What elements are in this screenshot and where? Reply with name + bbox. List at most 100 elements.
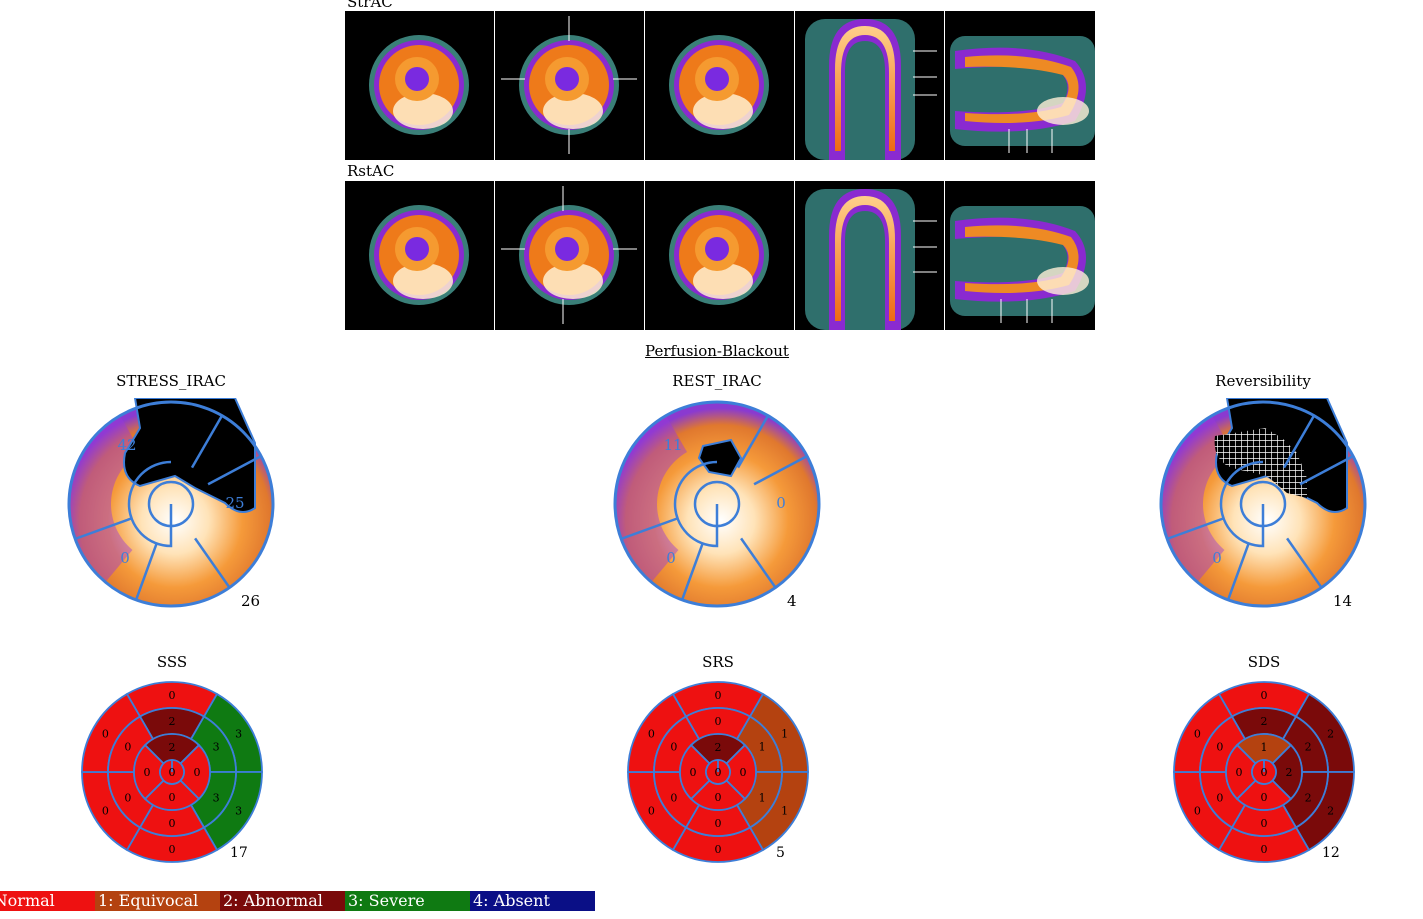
segment-score: 0 [648, 728, 655, 741]
stress-short-axis-basal[interactable] [645, 11, 795, 160]
segment-score: 0 [169, 817, 176, 830]
segment-score: 0 [670, 792, 677, 805]
legend-item: 1: Equivocal [95, 891, 220, 911]
segment-score: 2 [1261, 715, 1268, 728]
segment-17 [705, 759, 731, 785]
rest-short-axis-apical[interactable] [345, 181, 495, 330]
polar-map-total: 4 [787, 592, 797, 610]
segment-score: 3 [235, 805, 242, 818]
territory-value: 25 [225, 494, 244, 512]
legend-item: 4: Absent [470, 891, 595, 911]
rest-horizontal-long-axis[interactable] [945, 181, 1095, 330]
segment-score: 1 [759, 741, 766, 754]
rest-strip-label: RstAC [347, 162, 395, 180]
polar-map-reversibility[interactable]: 0 [1157, 398, 1369, 610]
segment-score: 0 [1261, 766, 1268, 779]
polar-map-title: REST_IRAC [672, 372, 762, 390]
segment-score: 3 [213, 792, 220, 805]
rest-short-axis-basal[interactable] [645, 181, 795, 330]
segment-score: 0 [1216, 741, 1223, 754]
bullseye-title: SSS [156, 653, 188, 671]
segment-score: 0 [124, 741, 131, 754]
blackout-region [123, 398, 256, 513]
rest-vertical-long-axis[interactable] [795, 181, 945, 330]
segment-score: 2 [1327, 728, 1334, 741]
segment-score: 3 [213, 741, 220, 754]
segment-score: 0 [1194, 805, 1201, 818]
segment-score: 0 [194, 766, 201, 779]
legend-item: 3: Severe [345, 891, 470, 911]
bullseye-total: 12 [1322, 845, 1340, 861]
polar-map-rest-irac[interactable]: 11 0 0 [611, 398, 823, 610]
polar-map-total: 26 [241, 592, 261, 610]
segment-score: 0 [1194, 728, 1201, 741]
segment-score: 0 [124, 792, 131, 805]
segment-score: 0 [102, 728, 109, 741]
stress-short-axis-mid[interactable] [495, 11, 645, 160]
bullseye-title: SDS [1247, 653, 1281, 671]
segment-score: 0 [715, 791, 722, 804]
polar-map-outline [613, 400, 821, 608]
stress-strip-label: StrAC [347, 0, 393, 11]
segment-score: 2 [169, 741, 176, 754]
territory-value: 11 [663, 436, 682, 454]
segment-score: 2 [169, 715, 176, 728]
polar-map-title: STRESS_IRAC [116, 372, 226, 390]
segment-score: 2 [715, 741, 722, 754]
territory-value: 0 [776, 494, 786, 512]
segment-score: 1 [759, 792, 766, 805]
rest-short-axis-mid[interactable] [495, 181, 645, 330]
stress-slice-strip [345, 11, 1095, 160]
territory-value: 42 [117, 436, 136, 454]
segment-score: 0 [1261, 817, 1268, 830]
polar-map-outline [1159, 400, 1367, 608]
segment-score: 0 [1261, 689, 1268, 702]
polar-map-outline [67, 400, 275, 608]
segment-score: 1 [781, 728, 788, 741]
segment-score: 1 [781, 805, 788, 818]
segment-score: 0 [1261, 791, 1268, 804]
polar-map-total: 14 [1333, 592, 1353, 610]
segment-score: 2 [1327, 805, 1334, 818]
blackout-region [697, 438, 743, 478]
rest-slice-strip [345, 181, 1095, 330]
legend-item: 2: Abnormal [220, 891, 345, 911]
bullseye-total: 5 [776, 845, 785, 861]
segment-score: 0 [715, 715, 722, 728]
stress-short-axis-apical[interactable] [345, 11, 495, 160]
territory-value: 0 [1212, 549, 1222, 567]
legend-item: 0: Normal [0, 891, 95, 911]
segment-score: 0 [169, 843, 176, 856]
segment-score: 2 [1286, 766, 1293, 779]
segment-score: 0 [670, 741, 677, 754]
segment-score: 0 [144, 766, 151, 779]
bullseye-title: SRS [702, 653, 734, 671]
polar-map-stress-irac[interactable]: 42 25 0 [65, 398, 277, 610]
segment-score: 0 [1216, 792, 1223, 805]
segment-score: 0 [715, 689, 722, 702]
segment-17 [1251, 759, 1277, 785]
segment-score: 0 [169, 689, 176, 702]
segment-score: 0 [690, 766, 697, 779]
polar-map-title: Reversibility [1215, 372, 1311, 390]
segment-score: 0 [169, 766, 176, 779]
segment-score: 0 [740, 766, 747, 779]
segment-score: 0 [1261, 843, 1268, 856]
segment-score: 2 [1305, 741, 1312, 754]
segment-score: 0 [169, 791, 176, 804]
segment-score: 0 [1236, 766, 1243, 779]
stress-horizontal-long-axis[interactable] [945, 11, 1095, 160]
segment-score: 0 [715, 843, 722, 856]
bullseye-total: 17 [230, 845, 248, 861]
segment-score: 2 [1305, 792, 1312, 805]
perfusion-blackout-link[interactable]: Perfusion-Blackout [645, 342, 789, 360]
segment-17 [159, 759, 185, 785]
segment-score: 0 [715, 817, 722, 830]
stress-vertical-long-axis[interactable] [795, 11, 945, 160]
segment-score: 3 [235, 728, 242, 741]
segment-score: 0 [102, 805, 109, 818]
